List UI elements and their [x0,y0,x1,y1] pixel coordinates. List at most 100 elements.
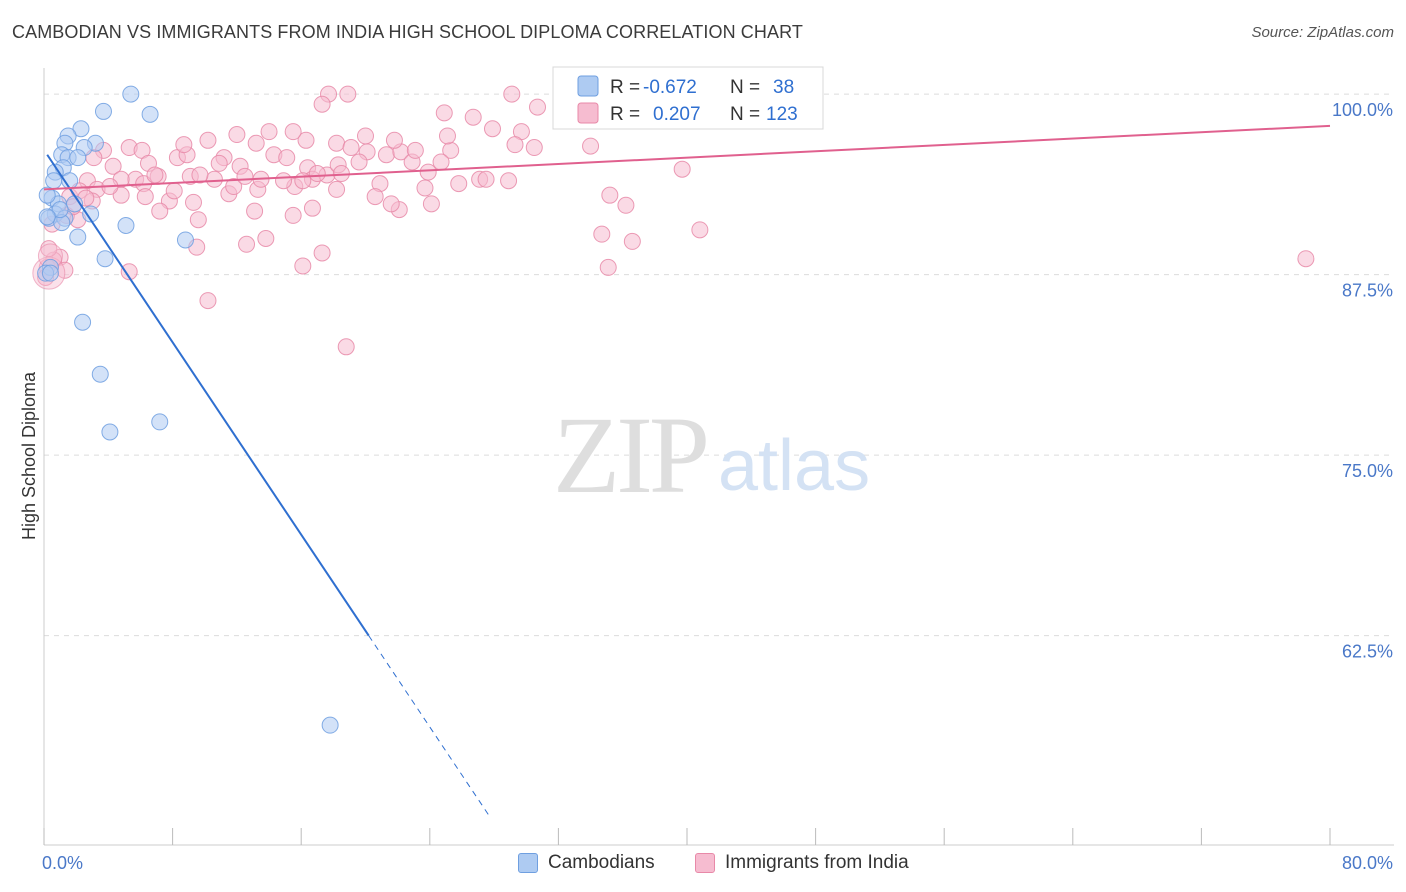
trend-line-cambodians [46,154,370,637]
x-tick-label-0: 0.0% [42,853,83,873]
india-point-90 [673,160,691,178]
india-point-92 [342,139,360,157]
legend-swatch-immigrants-from-india [695,853,715,873]
legend-r-label-pink: R = [610,104,640,125]
india-point-50 [328,180,346,198]
cambodians-point-24 [69,228,87,246]
india-point-17 [328,134,346,152]
watermark: ZIP atlas [553,394,870,516]
trend-lines [43,124,1331,819]
india-point-60 [246,202,264,220]
x-tick-label-1: 80.0% [1342,853,1393,873]
india-point-96 [175,136,193,154]
y-tick-label-1: 75.0% [1342,461,1393,481]
india-point-76 [623,232,641,250]
legend-n-label-blue: N = [730,77,760,98]
india-point-95 [228,126,246,144]
legend-r-label-blue: R = [610,77,640,98]
legend-n-label-pink: N = [730,104,760,125]
cambodians-point-34 [38,186,56,204]
cambodians-point-30 [91,365,109,383]
india-point-30 [205,170,223,188]
india-point-1 [339,85,357,103]
india-point-8 [104,157,122,175]
cambodians-point-14 [45,172,63,190]
cambodians-point-29 [74,313,92,331]
india-point-88 [525,139,543,157]
india-point-71 [257,230,275,248]
india-point-55 [601,186,619,204]
india-point-105 [308,165,326,183]
y-axis-label: High School Diploma [19,371,39,540]
india-point-52 [416,179,434,197]
india-point-93 [297,131,315,149]
india-point-87 [506,136,524,154]
india-point-113 [236,167,254,185]
cambodians-point-2 [141,105,159,123]
cambodians-point-19 [82,205,100,223]
chart-title: CAMBODIAN VS IMMIGRANTS FROM INDIA HIGH … [12,22,803,42]
india-point-102 [191,166,209,184]
watermark-atlas-text: atlas [718,426,870,506]
trend-line-india [43,124,1331,191]
x-tick-labels: 0.0% 80.0% [42,853,1393,873]
india-point-80 [337,338,355,356]
cambodians-point-23 [117,217,135,235]
india-point-81 [529,98,547,116]
legend-n-value-blue: 38 [773,77,794,98]
india-point-19 [377,146,395,164]
cambodians-point-37 [38,208,56,226]
india-point-103 [260,123,278,141]
y-tick-labels: 62.5% 75.0% 87.5% 100.0% [1332,100,1393,662]
legend-r-value-blue: -0.672 [643,77,697,98]
india-point-77 [691,221,709,239]
india-point-68 [120,263,138,281]
series-legend: Cambodians Immigrants from India [0,850,1406,880]
india-point-99 [357,127,374,145]
india-point-15 [278,149,296,167]
india-point-46 [225,178,243,196]
india-point-54 [500,172,518,190]
india-point-70 [238,235,256,253]
india-point-49 [303,199,321,217]
cambodians-point-26 [96,250,114,268]
india-point-83 [464,108,482,126]
india-point-3 [313,95,331,113]
legend-label-immigrants-from-india: Immigrants from India [725,852,909,873]
y-tick-label-3: 100.0% [1332,100,1393,120]
cambodians-point-3 [72,120,90,138]
india-point-75 [593,225,611,243]
india-point-79 [199,292,217,310]
india-point-107 [406,141,424,159]
cambodians-point-25 [176,231,194,249]
legend-label-cambodians: Cambodians [548,852,655,873]
stats-legend: R = -0.672 N = 38 R = 0.207 N = 123 [552,66,824,130]
cambodians-point-35 [51,201,69,219]
india-point-104 [284,123,302,141]
india-point-108 [350,153,368,171]
legend-n-value-pink: 123 [766,104,798,125]
legend-item-immigrants-from-india: Immigrants from India [695,852,909,874]
india-point-51 [366,188,384,206]
india-point-21 [419,163,437,181]
watermark-zip-text: ZIP [553,394,706,516]
source-credit: Source: ZipAtlas.com [1251,24,1394,41]
india-point-91 [385,131,403,149]
india-point-85 [438,127,456,145]
india-point-61 [284,206,302,224]
india-point-59 [189,211,207,229]
cambodians-point-33 [321,716,339,734]
y-tick-label-2: 87.5% [1342,281,1393,301]
india-point-120 [210,154,228,172]
india-point-89 [582,137,600,155]
cambodians-point-32 [151,413,169,431]
india-point-58 [151,202,169,220]
india-point-2 [503,85,521,103]
india-point-74 [599,258,617,276]
india-point-119 [382,195,400,213]
trend-line-cambodians-extension [368,635,492,819]
legend-swatch-pink [577,102,599,124]
india-point-53 [450,175,468,193]
india-point-98 [435,104,453,122]
